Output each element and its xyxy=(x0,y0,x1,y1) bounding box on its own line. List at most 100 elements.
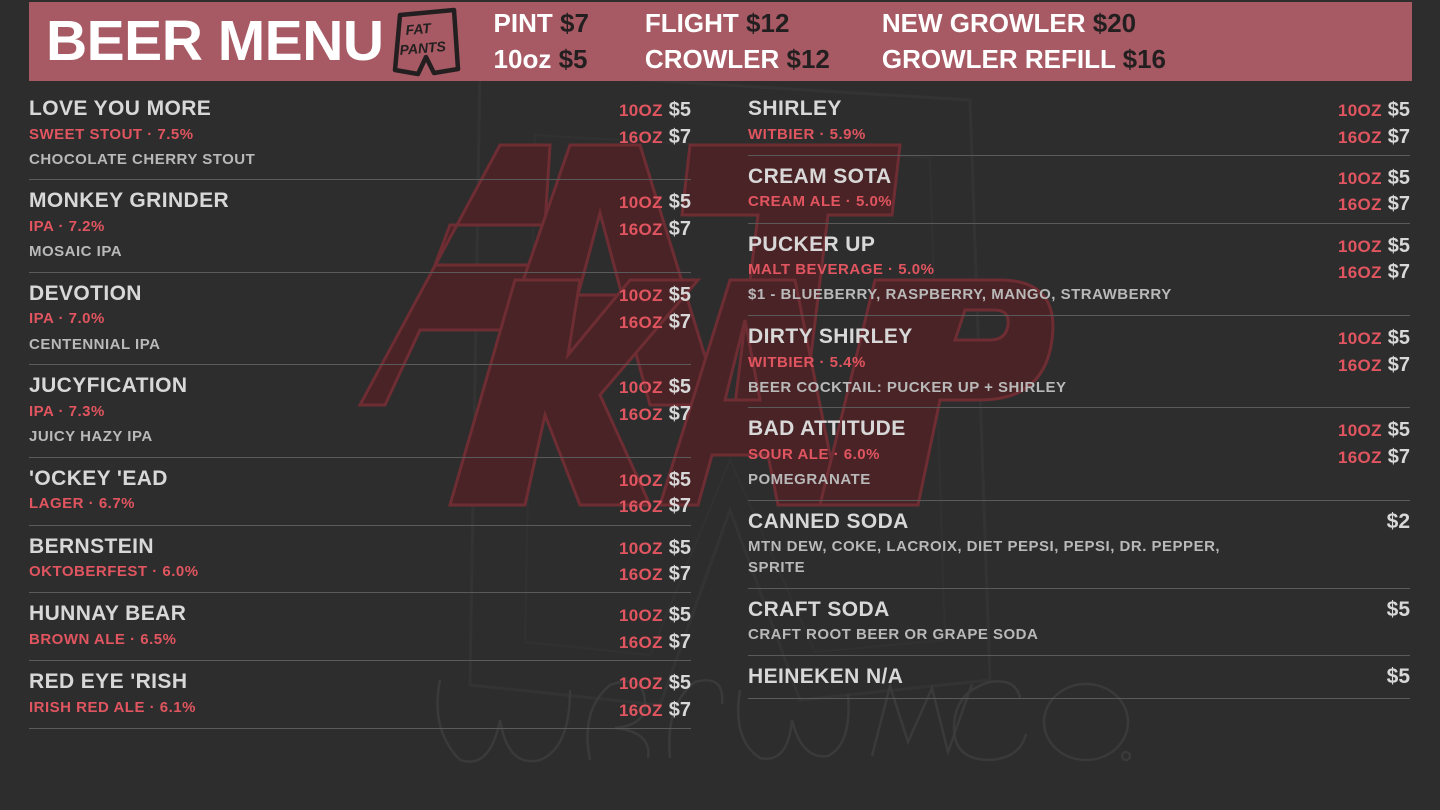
menu-item-name: 'OCKEY 'EAD xyxy=(29,466,168,490)
menu-item-text: DIRTY SHIRLEY WITBIER · 5.4% BEER COCKTAIL… xyxy=(748,325,1410,398)
menu-item: CRAFT SODA CRAFT ROOT BEER OR GRAPE SODA $… xyxy=(748,589,1410,656)
menu-item-price-row: 16OZ $7 xyxy=(619,629,691,656)
price-size-label: 16OZ xyxy=(619,220,663,240)
menu-item-description: CENTENNIAL IPA xyxy=(29,335,161,353)
price-label: FLIGHT xyxy=(644,8,739,39)
menu-item-description: MTN DEW, COKE, LACROIX, DIET PEPSI, PEPS… xyxy=(748,538,1221,577)
page-title: BEER MENU xyxy=(46,9,384,73)
price-label: 10oz xyxy=(493,43,552,74)
price-amount: $5 xyxy=(558,43,588,74)
price-value: $5 xyxy=(1387,166,1410,189)
menu-item-prices: 10OZ $5 16OZ $7 xyxy=(619,97,691,150)
price-size-label: 10OZ xyxy=(619,285,663,305)
menu-item-text: CREAM SOTA CREAM ALE · 5.0% xyxy=(748,165,1410,214)
price-size-label: 16OZ xyxy=(619,404,663,424)
price-line: 10oz $5 xyxy=(494,42,589,77)
price-size-label: 10OZ xyxy=(619,470,663,490)
menu-item-style-abv: WITBIER · 5.9% xyxy=(748,125,866,143)
menu-item-price-row: 16OZ $7 xyxy=(1338,191,1410,218)
menu-item-style-abv: IPA · 7.2% xyxy=(29,217,105,235)
menu-item-prices: 10OZ $5 16OZ $7 xyxy=(619,189,691,242)
menu-item-price-row: 16OZ $7 xyxy=(619,124,691,151)
menu-item-style-abv: SWEET STOUT · 7.5% xyxy=(29,125,194,143)
menu-item-style-abv: MALT BEVERAGE · 5.0% xyxy=(748,261,935,279)
price-value: $5 xyxy=(668,604,691,627)
menu-item: PUCKER UP MALT BEVERAGE · 5.0% $1 - BLUEBE… xyxy=(748,224,1410,316)
price-value: $5 xyxy=(668,191,691,214)
menu-item: JUCYFICATION IPA · 7.3% JUICY HAZY IPA 10OZ… xyxy=(29,365,691,458)
price-size-label: 16OZ xyxy=(619,632,663,652)
price-size-label: 16OZ xyxy=(619,565,663,585)
price-value: $7 xyxy=(668,495,691,518)
menu-item-text: JUCYFICATION IPA · 7.3% JUICY HAZY IPA xyxy=(29,374,691,447)
menu-item-price-row: 10OZ $5 xyxy=(1338,97,1410,124)
menu-item-name: HUNNAY BEAR xyxy=(29,602,187,626)
price-value: $7 xyxy=(668,218,691,241)
menu-item-description: CHOCOLATE CHERRY STOUT xyxy=(29,150,256,168)
price-value: $5 xyxy=(668,672,691,695)
menu-item-description: CRAFT ROOT BEER OR GRAPE SODA xyxy=(748,626,1039,644)
price-value: $7 xyxy=(668,698,691,721)
price-size-label: 16OZ xyxy=(1338,355,1382,375)
menu-column-right: SHIRLEY WITBIER · 5.9% 10OZ $5 16OZ $7 CREAM S… xyxy=(748,88,1410,699)
price-amount: $16 xyxy=(1122,43,1167,74)
price-label: PINT xyxy=(493,8,553,39)
menu-item-price-row: 16OZ $7 xyxy=(1338,352,1410,379)
menu-item-style-abv: IPA · 7.3% xyxy=(29,402,105,420)
price-size-label: 16OZ xyxy=(619,497,663,517)
menu-item-price-row: 16OZ $7 xyxy=(1338,444,1410,471)
menu-item: DEVOTION IPA · 7.0% CENTENNIAL IPA 10OZ $5 16… xyxy=(29,273,691,366)
menu-item: BAD ATTITUDE SOUR ALE · 6.0% POMEGRANATE 10… xyxy=(748,408,1410,501)
price-size-label: 10OZ xyxy=(619,674,663,694)
price-size-label: 16OZ xyxy=(619,127,663,147)
price-label: CROWLER xyxy=(644,43,780,74)
svg-text:PANTS: PANTS xyxy=(398,37,446,57)
menu-item-price-row: 10OZ $5 xyxy=(1338,165,1410,192)
menu-item-price-row: 16OZ $7 xyxy=(619,216,691,243)
menu-item-text: BERNSTEIN OKTOBERFEST · 6.0% xyxy=(29,535,691,584)
price-label: GROWLER REFILL xyxy=(881,43,1116,74)
menu-item-name: SHIRLEY xyxy=(748,97,842,120)
price-value: $7 xyxy=(1387,261,1410,284)
menu-item-text: SHIRLEY WITBIER · 5.9% xyxy=(748,97,1410,146)
menu-item-name: RED EYE 'RISH xyxy=(29,670,188,694)
menu-item-text: BAD ATTITUDE SOUR ALE · 6.0% POMEGRANATE xyxy=(748,417,1410,490)
menu-item-prices: 10OZ $5 16OZ $7 xyxy=(619,602,691,655)
menu-item-text: HUNNAY BEAR BROWN ALE · 6.5% xyxy=(29,602,691,651)
price-amount: $7 xyxy=(560,8,589,39)
price-size-label: 10OZ xyxy=(1338,328,1382,348)
price-size-label: 16OZ xyxy=(1338,195,1382,215)
menu-item-price-row: 10OZ $5 xyxy=(619,467,691,494)
price-size-label: 10OZ xyxy=(619,378,663,398)
menu-item: CREAM SOTA CREAM ALE · 5.0% 10OZ $5 16OZ $7 xyxy=(748,156,1410,224)
menu-item: HEINEKEN N/A $5 xyxy=(748,656,1410,699)
price-size-label: 16OZ xyxy=(619,312,663,332)
price-value: $7 xyxy=(668,563,691,586)
menu-item-price-row: 16OZ $7 xyxy=(619,309,691,336)
menu-item: CANNED SODA MTN DEW, COKE, LACROIX, DIET … xyxy=(748,501,1410,589)
price-value: $7 xyxy=(1387,353,1410,376)
menu-item-prices: 10OZ $5 16OZ $7 xyxy=(619,535,691,588)
menu-item-style-abv: CREAM ALE · 5.0% xyxy=(748,193,893,211)
menu-item-price-row: 10OZ $5 xyxy=(619,374,691,401)
price-size-label: 16OZ xyxy=(1338,127,1382,147)
menu-header-bar: BEER MENU FAT PANTS PINT $7 10oz $5 FLIG… xyxy=(29,2,1412,81)
menu-item-price-row: 16OZ $7 xyxy=(1338,259,1410,286)
menu-item-name: MONKEY GRINDER xyxy=(29,189,230,213)
menu-item-text: LOVE YOU MORE SWEET STOUT · 7.5% CHOCOLATE… xyxy=(29,97,691,170)
menu-item-description: BEER COCKTAIL: PUCKER UP + SHIRLEY xyxy=(748,378,1067,396)
price-value: $5 xyxy=(668,536,691,559)
price-size-label: 10OZ xyxy=(1338,101,1382,120)
menu-item-name: BAD ATTITUDE xyxy=(748,417,906,441)
menu-item-price-row: 10OZ $5 xyxy=(619,282,691,309)
menu-item-prices: 10OZ $5 16OZ $7 xyxy=(1338,325,1410,378)
price-value: $7 xyxy=(1387,125,1410,148)
menu-item-name: HEINEKEN N/A xyxy=(748,664,904,688)
menu-item-price-row: 16OZ $7 xyxy=(619,561,691,588)
menu-item-price-row: 10OZ $5 xyxy=(619,602,691,629)
price-value: $7 xyxy=(668,125,691,148)
price-value: $5 xyxy=(668,283,691,306)
menu-item-style-abv: BROWN ALE · 6.5% xyxy=(29,630,177,648)
menu-item: 'OCKEY 'EAD LAGER · 6.7% 10OZ $5 16OZ $7 xyxy=(29,458,691,526)
menu-item-prices: 10OZ $5 16OZ $7 xyxy=(619,670,691,723)
